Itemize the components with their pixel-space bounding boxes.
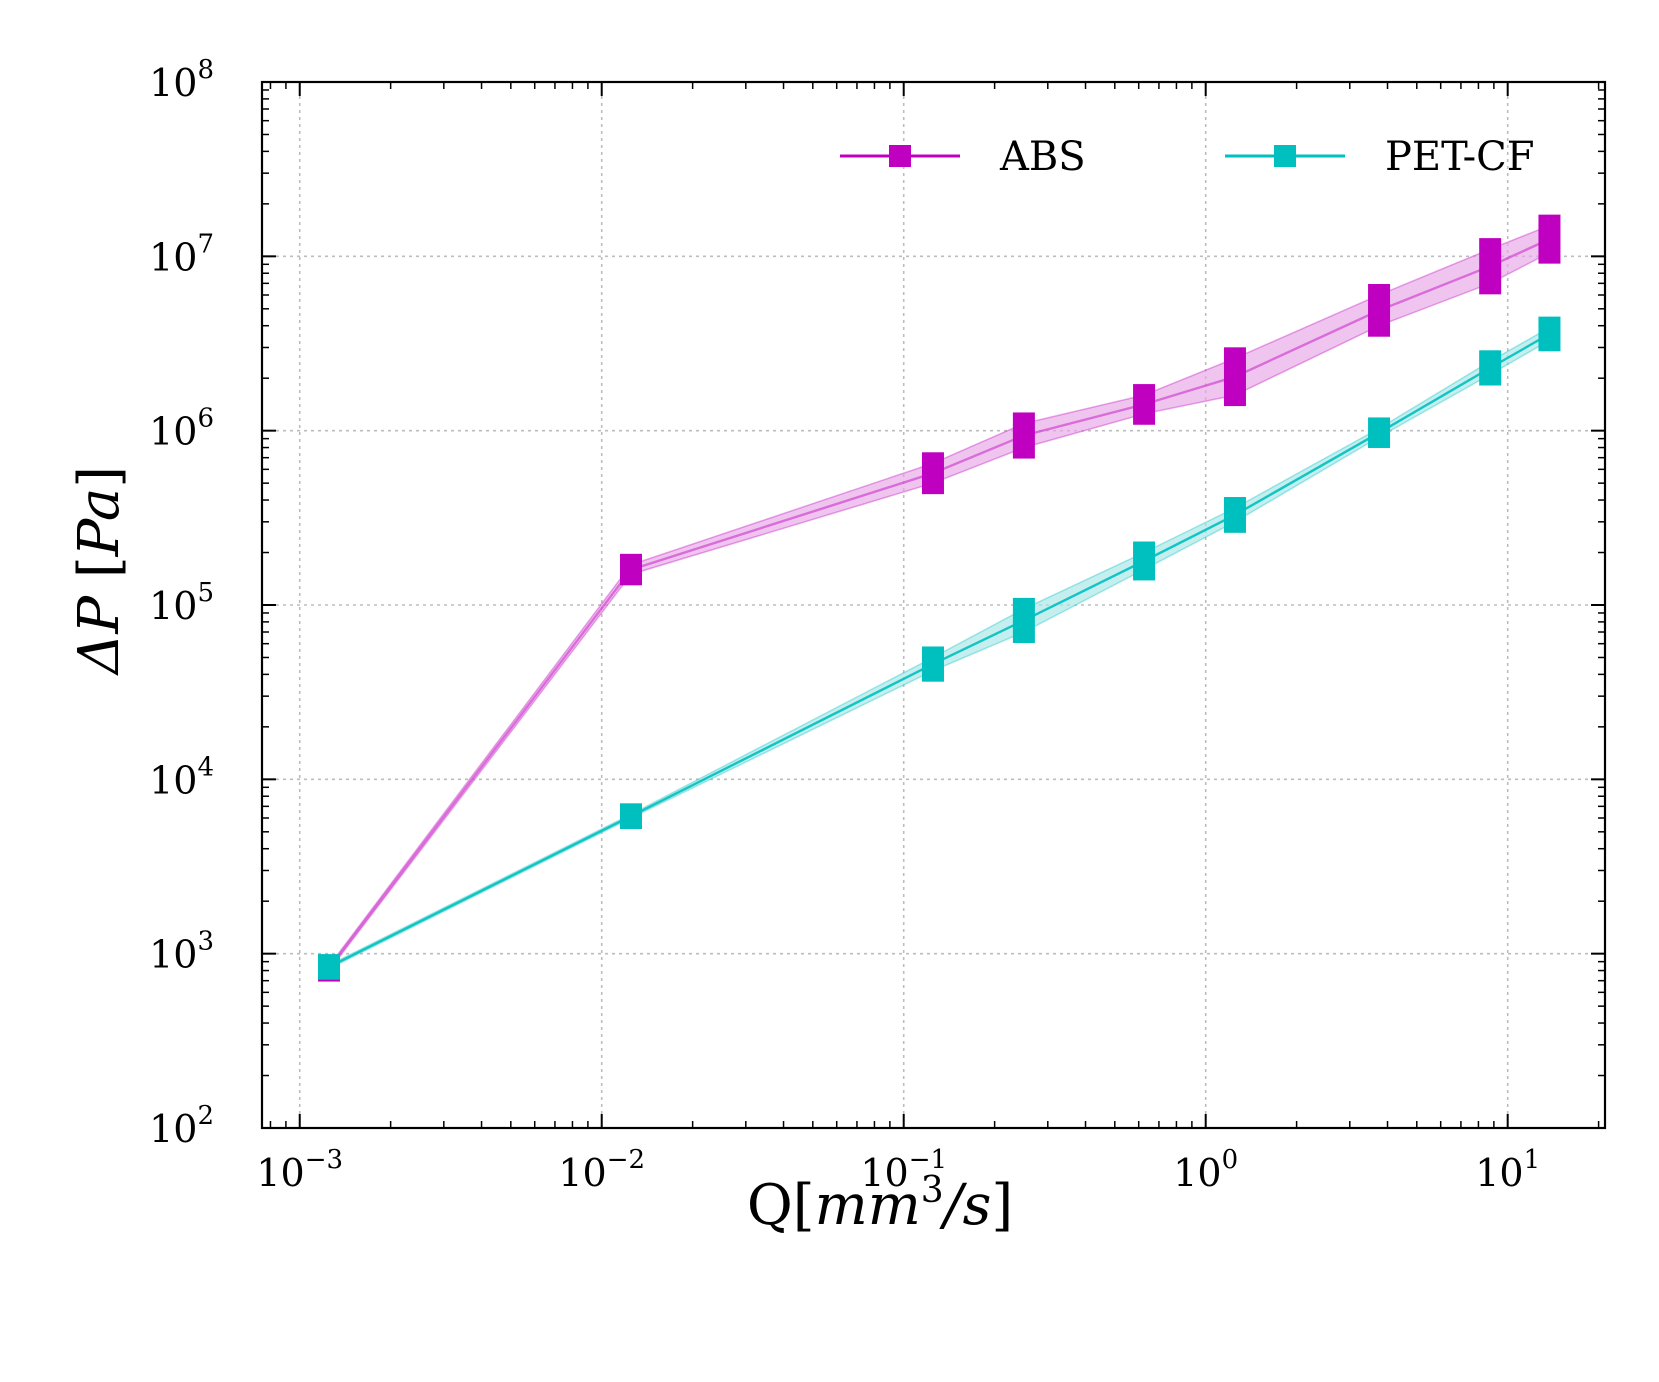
x-axis-main: Q [747, 1173, 793, 1238]
y-tick-base: 10 [149, 235, 197, 279]
y-tick-exp: 8 [197, 55, 214, 85]
marker-abs [1368, 284, 1391, 337]
marker-abs [619, 553, 642, 586]
x-tick-exp: −3 [305, 1145, 343, 1175]
y-tick-exp: 4 [197, 752, 214, 782]
marker-abs [1223, 347, 1246, 407]
x-tick-base: 10 [1173, 1151, 1221, 1195]
x-tick-base: 10 [1475, 1151, 1523, 1195]
y-tick-label: 103 [149, 927, 214, 977]
x-tick-base: 10 [558, 1151, 606, 1195]
x-axis-bracket-close: ] [991, 1173, 1013, 1238]
marker-abs [1133, 384, 1156, 425]
x-tick-exp: 0 [1222, 1145, 1239, 1175]
x-tick-exp: −2 [607, 1145, 645, 1175]
y-axis-unit: Pa [67, 488, 132, 558]
y-axis-title: ΔP [Pa] [67, 466, 132, 676]
legend-label-abs: ABS [999, 134, 1086, 180]
y-tick-base: 10 [149, 61, 197, 105]
x-tick-base: 10 [256, 1151, 304, 1195]
y-tick-label: 106 [149, 404, 214, 454]
y-tick-label: 108 [149, 55, 214, 105]
x-axis-unit-tail: /s [939, 1173, 992, 1238]
y-tick-label: 107 [149, 229, 214, 279]
x-axis-unit-base: mm [815, 1173, 921, 1238]
marker-pet-cf [1368, 417, 1391, 448]
marker-abs [1479, 238, 1502, 295]
marker-pet-cf [1223, 497, 1246, 533]
marker-pet-cf [1133, 541, 1156, 581]
marker-abs [921, 452, 944, 495]
y-tick-label: 105 [149, 578, 214, 628]
x-tick-label: 10−3 [256, 1145, 343, 1195]
marker-pet-cf [1479, 350, 1502, 386]
legend-marker-abs [889, 145, 911, 167]
y-tick-exp: 6 [197, 404, 214, 434]
marker-pet-cf [1538, 316, 1561, 352]
x-axis-unit-exp: 3 [921, 1170, 944, 1211]
x-tick-exp: −1 [909, 1145, 947, 1175]
x-tick-label: 10−1 [860, 1145, 947, 1195]
y-tick-exp: 7 [197, 229, 214, 259]
axis-ticks [262, 81, 1605, 1129]
y-tick-base: 10 [149, 584, 197, 628]
marker-pet-cf [317, 954, 340, 980]
y-tick-base: 10 [149, 410, 197, 454]
x-tick-label: 10−2 [558, 1145, 645, 1195]
x-tick-label: 101 [1475, 1145, 1540, 1195]
legend-marker-pet-cf [1274, 145, 1296, 167]
y-axis-bracket-open: [ [67, 556, 132, 596]
series-markers [317, 214, 1561, 982]
legend-label-pet-cf: PET-CF [1385, 134, 1535, 180]
y-tick-base: 10 [149, 933, 197, 977]
legend: ABS PET-CF [840, 134, 1535, 180]
x-tick-base: 10 [860, 1151, 908, 1195]
x-tick-exp: 1 [1524, 1145, 1541, 1175]
y-tick-base: 10 [149, 758, 197, 802]
y-tick-exp: 3 [197, 927, 214, 957]
y-tick-label: 102 [149, 1101, 214, 1151]
marker-abs [1538, 214, 1561, 264]
y-tick-label: 104 [149, 752, 214, 802]
x-axis-title: Q[mm3/s] [747, 1170, 1013, 1238]
y-axis-bracket-close: ] [67, 466, 132, 488]
marker-abs [1012, 412, 1035, 459]
marker-pet-cf [921, 646, 944, 682]
y-tick-exp: 2 [197, 1101, 214, 1131]
marker-pet-cf [1012, 597, 1035, 644]
x-axis-bracket-open: [ [793, 1173, 815, 1238]
y-tick-exp: 5 [197, 578, 214, 608]
marker-pet-cf [619, 803, 642, 830]
y-tick-base: 10 [149, 1107, 197, 1151]
x-tick-label: 100 [1173, 1145, 1238, 1195]
y-axis-symbol: ΔP [67, 595, 132, 676]
